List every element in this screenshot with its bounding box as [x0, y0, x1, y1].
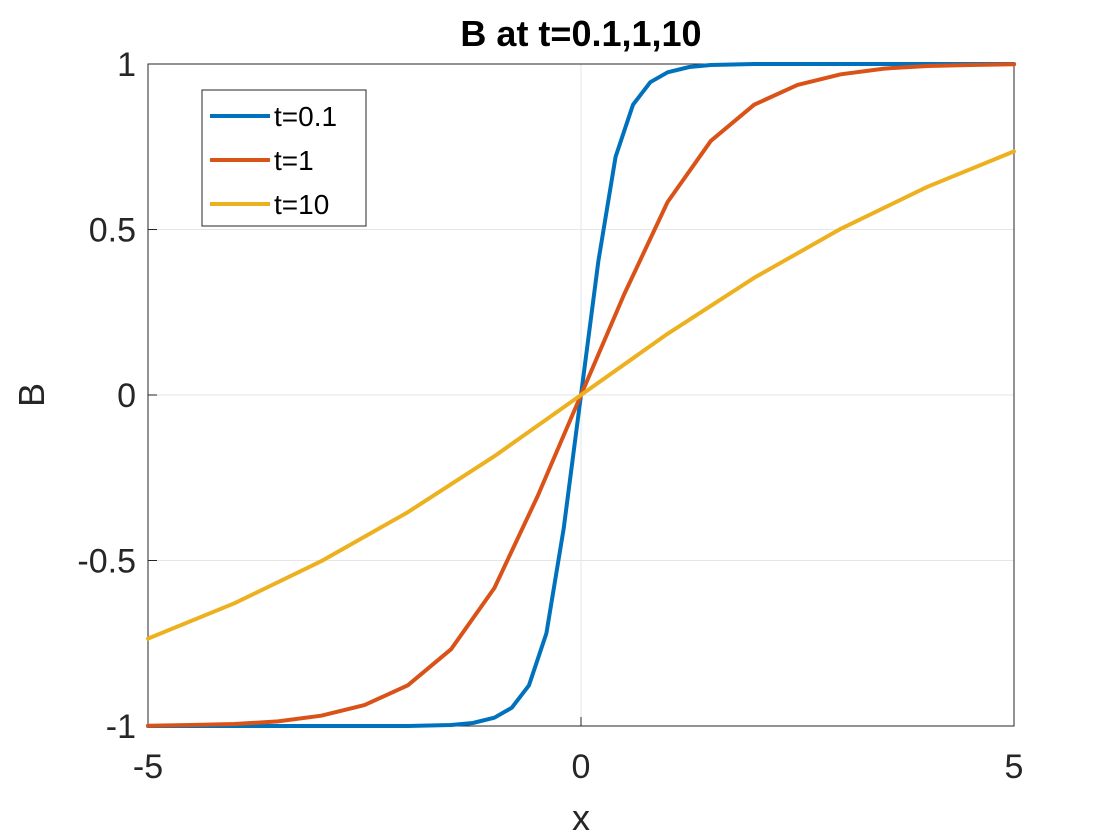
x-tick-label: 5 [1005, 748, 1024, 786]
y-tick-label: -1 [106, 708, 136, 746]
x-tick-label: 0 [572, 748, 591, 786]
y-tick-label: 1 [117, 46, 136, 84]
legend-label-1: t=1 [274, 145, 314, 176]
series-lines [146, 62, 1016, 728]
x-axis-label: x [572, 797, 590, 838]
x-tick-label: -5 [133, 748, 163, 786]
y-tick-label: 0.5 [89, 212, 136, 250]
chart-title: B at t=0.1,1,10 [460, 13, 701, 54]
series-line-2 [146, 149, 1016, 641]
tick-labels: -5 0 5 -1 -0.5 0 0.5 1 [77, 46, 1023, 786]
y-axis-label: B [11, 383, 52, 407]
y-tick-label: 0 [117, 377, 136, 415]
legend-label-0: t=0.1 [274, 101, 337, 132]
legend: t=0.1 t=1 t=10 [201, 89, 367, 227]
legend-label-2: t=10 [274, 189, 329, 220]
y-tick-label: -0.5 [77, 543, 136, 581]
